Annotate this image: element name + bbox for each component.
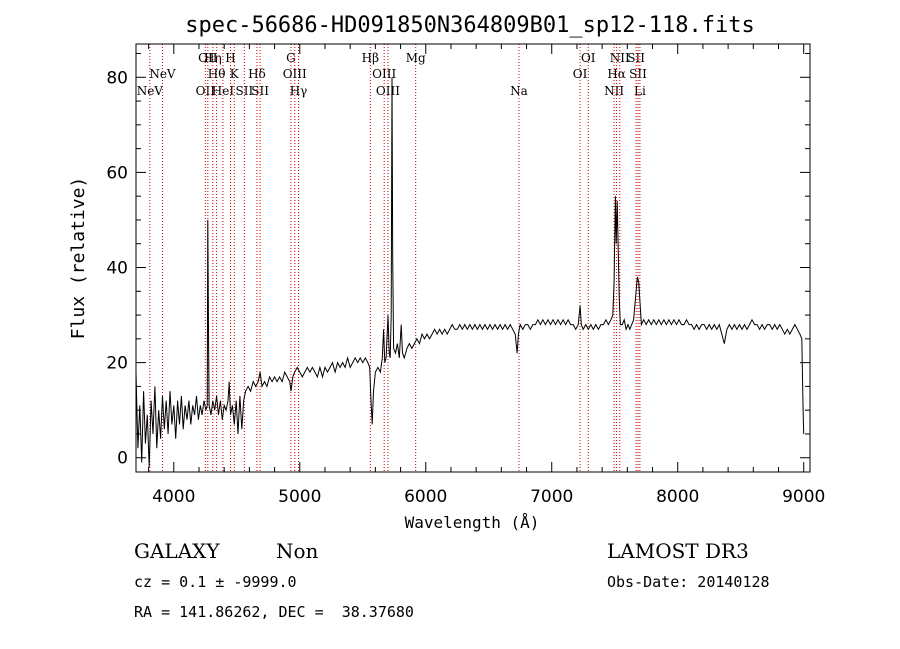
y-tick-label: 0 (117, 449, 128, 469)
observation-date: Obs-Date: 20140128 (607, 573, 770, 591)
object-subclass: Non (276, 539, 319, 563)
line-marker-label: H (225, 51, 235, 65)
line-marker-label: NeV (137, 84, 164, 98)
x-tick-label: 8000 (656, 487, 699, 507)
plot-frame (135, 43, 811, 473)
y-tick-label: 40 (106, 259, 128, 279)
y-tick-label: 80 (106, 68, 128, 88)
x-tick-label: 4000 (152, 487, 195, 507)
line-marker-label: SII (251, 84, 269, 98)
line-marker-label: Mg (406, 51, 426, 65)
line-marker-label: Hγ (290, 84, 308, 98)
chart-title: spec-56686-HD091850N364809B01_sp12-118.f… (185, 13, 755, 38)
line-marker-label: Hα (607, 67, 626, 81)
y-tick-label: 20 (106, 354, 128, 374)
x-tick-label: 7000 (530, 487, 573, 507)
line-marker-label: OI (573, 67, 588, 81)
coordinates: RA = 141.86262, DEC = 38.37680 (134, 603, 414, 621)
x-tick-label: 6000 (404, 487, 447, 507)
line-marker-label: OII (198, 51, 218, 65)
axis-ticks: 4000 5000 6000 7000 8000 9000 0 20 40 60 80 (106, 44, 825, 507)
line-markers: NeVNeVOIIOIIHηHθHeIHKSIIHδSIIGOIIIHγHβOI… (137, 44, 647, 472)
survey-name: LAMOST DR3 (607, 539, 749, 563)
line-marker-label: NII (610, 51, 630, 65)
line-marker-label: OIII (376, 84, 400, 98)
line-marker-label: Na (510, 84, 528, 98)
line-marker-label: G (286, 51, 296, 65)
line-marker-label: Hβ (362, 51, 379, 65)
line-marker-label: SII (629, 67, 647, 81)
spectrum-series-line (135, 77, 805, 468)
line-marker-label: NeV (149, 67, 176, 81)
line-marker-label: Hθ (208, 67, 226, 81)
line-marker-label: HeI (212, 84, 235, 98)
line-marker-label: Li (634, 84, 646, 98)
line-marker-label: K (230, 67, 240, 81)
line-marker-label: SII (235, 84, 253, 98)
x-tick-label: 5000 (278, 487, 321, 507)
x-axis-label: Wavelength (Å) (405, 513, 540, 532)
line-marker-label: NII (604, 84, 624, 98)
x-tick-label: 9000 (782, 487, 825, 507)
line-marker-label: SII (627, 51, 645, 65)
line-marker-label: OIII (372, 67, 396, 81)
object-class: GALAXY (134, 539, 220, 563)
line-marker-label: OI (581, 51, 596, 65)
line-marker-label: Hη (204, 51, 222, 65)
line-marker-label: OIII (283, 67, 307, 81)
line-marker-label: OII (196, 84, 216, 98)
y-tick-label: 60 (106, 163, 128, 183)
redshift-value: cz = 0.1 ± -9999.0 (134, 573, 297, 591)
line-marker-label: Hδ (248, 67, 266, 81)
y-axis-label: Flux (relative) (68, 177, 89, 340)
